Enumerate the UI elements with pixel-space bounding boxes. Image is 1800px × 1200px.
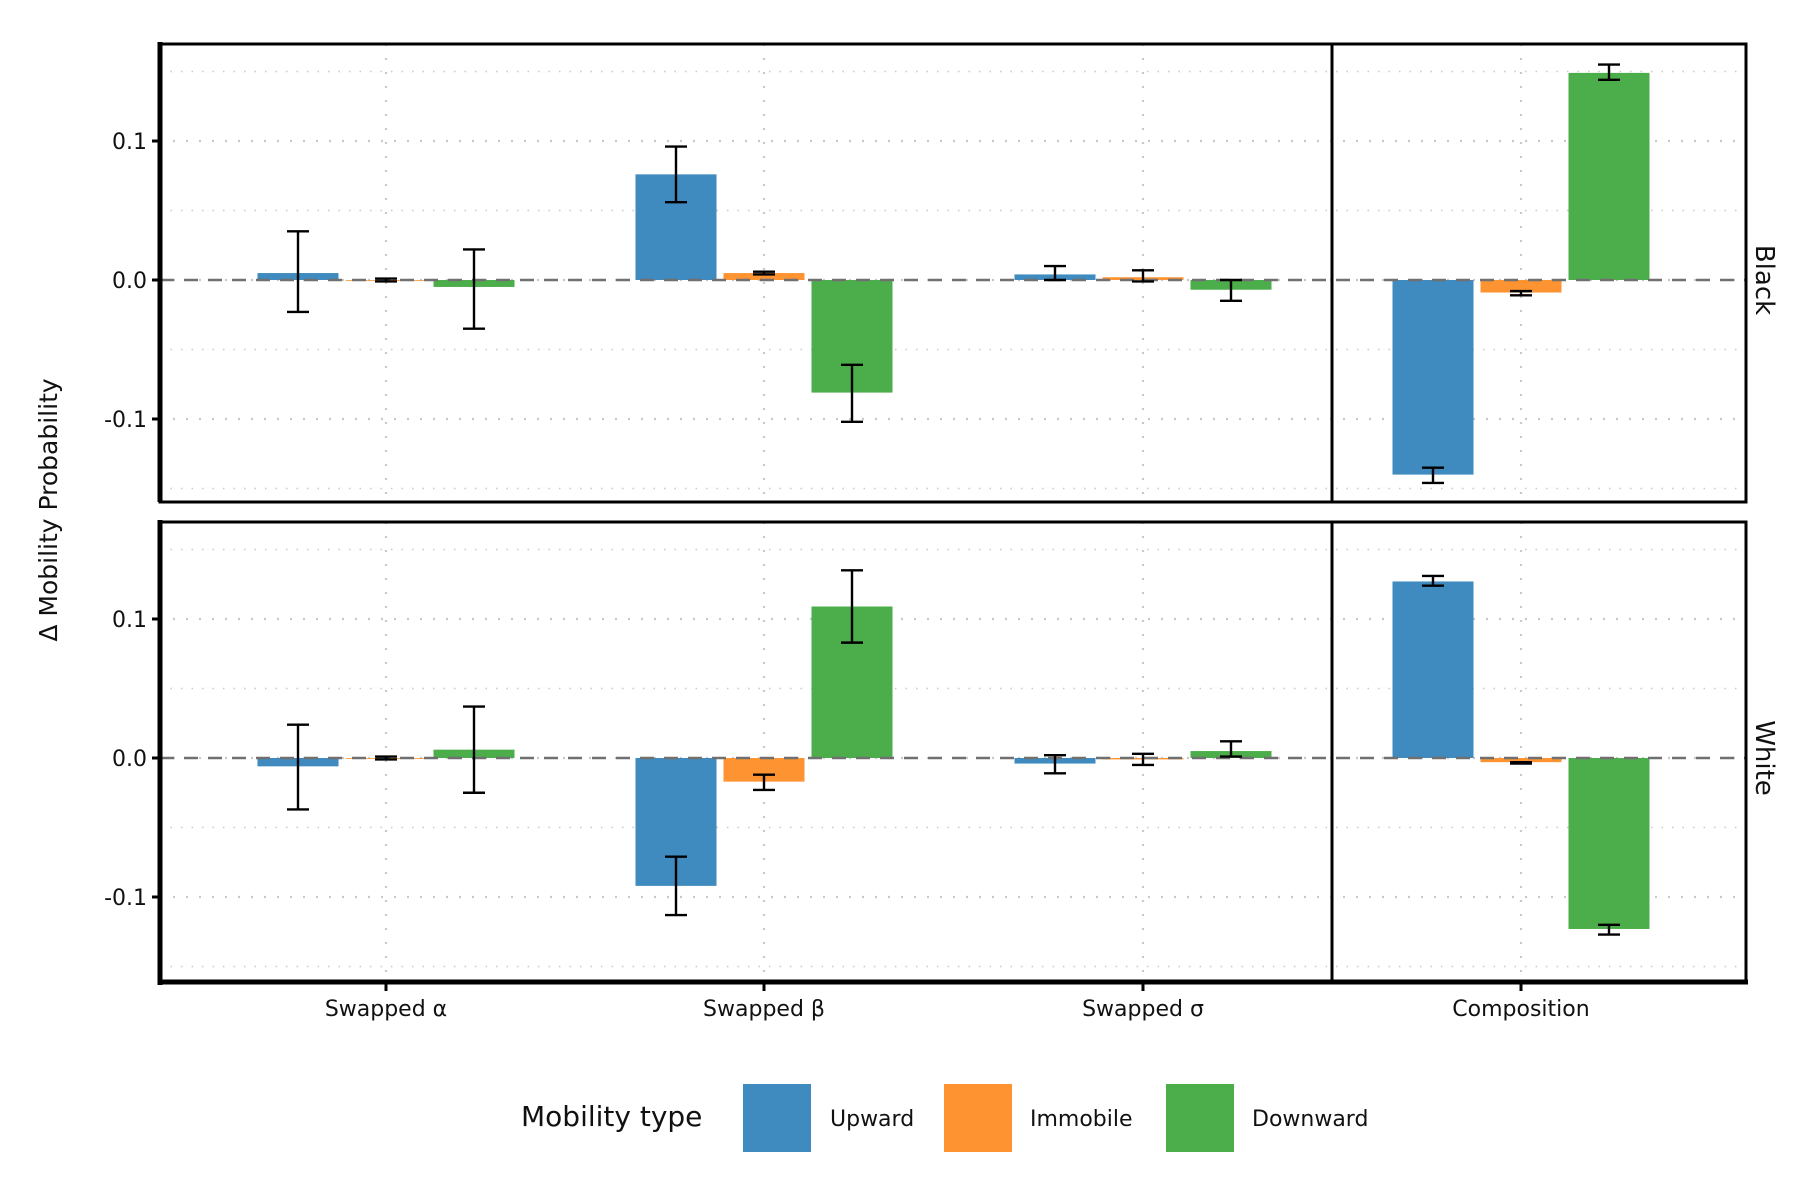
bar-immobile: [1480, 758, 1562, 763]
y-tick-label: -0.1: [104, 886, 147, 911]
x-tick-label: Swapped σ: [1082, 997, 1204, 1022]
legend-title: Mobility type: [521, 1100, 702, 1133]
legend-label-immobile: Immobile: [1030, 1107, 1133, 1132]
legend-label-upward: Upward: [830, 1107, 914, 1132]
legend-key-downward: [1166, 1084, 1234, 1152]
error-bar-downward: [463, 705, 485, 794]
y-axis-title: Δ Mobility Probability: [34, 378, 63, 642]
error-bar-downward: [463, 248, 485, 330]
error-bar-immobile: [1510, 289, 1532, 297]
y-tick-label: 0.0: [112, 747, 147, 772]
error-bar-immobile: [1132, 752, 1154, 767]
legend-label-downward: Downward: [1252, 1107, 1368, 1132]
y-tick-label: -0.1: [104, 408, 147, 433]
error-bar-upward: [665, 145, 687, 204]
error-bar-upward: [287, 723, 309, 811]
error-bar-immobile: [753, 773, 775, 792]
error-bar-immobile: [1510, 760, 1532, 765]
bar-immobile: [1480, 280, 1562, 293]
error-bar-downward: [841, 569, 863, 644]
legend-key-immobile: [944, 1084, 1012, 1152]
error-bar-immobile: [375, 755, 397, 761]
error-bar-immobile: [375, 277, 397, 283]
error-bar-upward: [1422, 466, 1444, 485]
x-tick-label: Swapped α: [325, 997, 447, 1022]
bar-immobile: [723, 273, 805, 280]
bar-upward: [1392, 581, 1474, 758]
error-bar-upward: [665, 855, 687, 917]
error-bar-upward: [1422, 574, 1444, 587]
legend: Mobility type Upward Immobile Downward: [521, 1084, 1368, 1152]
error-bar-upward: [287, 230, 309, 314]
error-bar-downward: [841, 363, 863, 423]
facet-strip-label: Black: [1749, 245, 1779, 315]
bar-immobile: [723, 758, 805, 782]
error-bar-downward: [1598, 63, 1620, 82]
x-tick-label: Composition: [1452, 997, 1589, 1022]
panel-background: [160, 44, 1746, 502]
error-bar-immobile: [1132, 269, 1154, 283]
error-bar-downward: [1220, 740, 1242, 758]
error-bar-downward: [1220, 278, 1242, 303]
panel-background: [160, 522, 1746, 981]
facet-strip-label: White: [1749, 720, 1779, 796]
panel-white: -0.1 0.0 0.1 White: [104, 520, 1779, 985]
error-bar-upward: [1044, 754, 1066, 775]
bar-upward: [1392, 280, 1474, 475]
y-tick-label: 0.0: [112, 269, 147, 294]
x-tick-label: Swapped β: [703, 997, 825, 1022]
y-tick-label: 0.1: [112, 130, 147, 155]
bar-downward: [1568, 72, 1650, 280]
legend-key-upward: [743, 1084, 811, 1152]
error-bar-upward: [1044, 264, 1066, 282]
x-axis: Swapped α Swapped β Swapped σ Composition: [158, 979, 1748, 1022]
bar-downward: [1568, 758, 1650, 929]
y-tick-label: 0.1: [112, 608, 147, 633]
panels-layer: -0.1 0.0 0.1 Black -0.1 0.0 0.1 White: [104, 42, 1779, 985]
error-bar-downward: [1598, 923, 1620, 936]
panel-black: -0.1 0.0 0.1 Black: [104, 42, 1779, 504]
error-bar-immobile: [753, 270, 775, 276]
